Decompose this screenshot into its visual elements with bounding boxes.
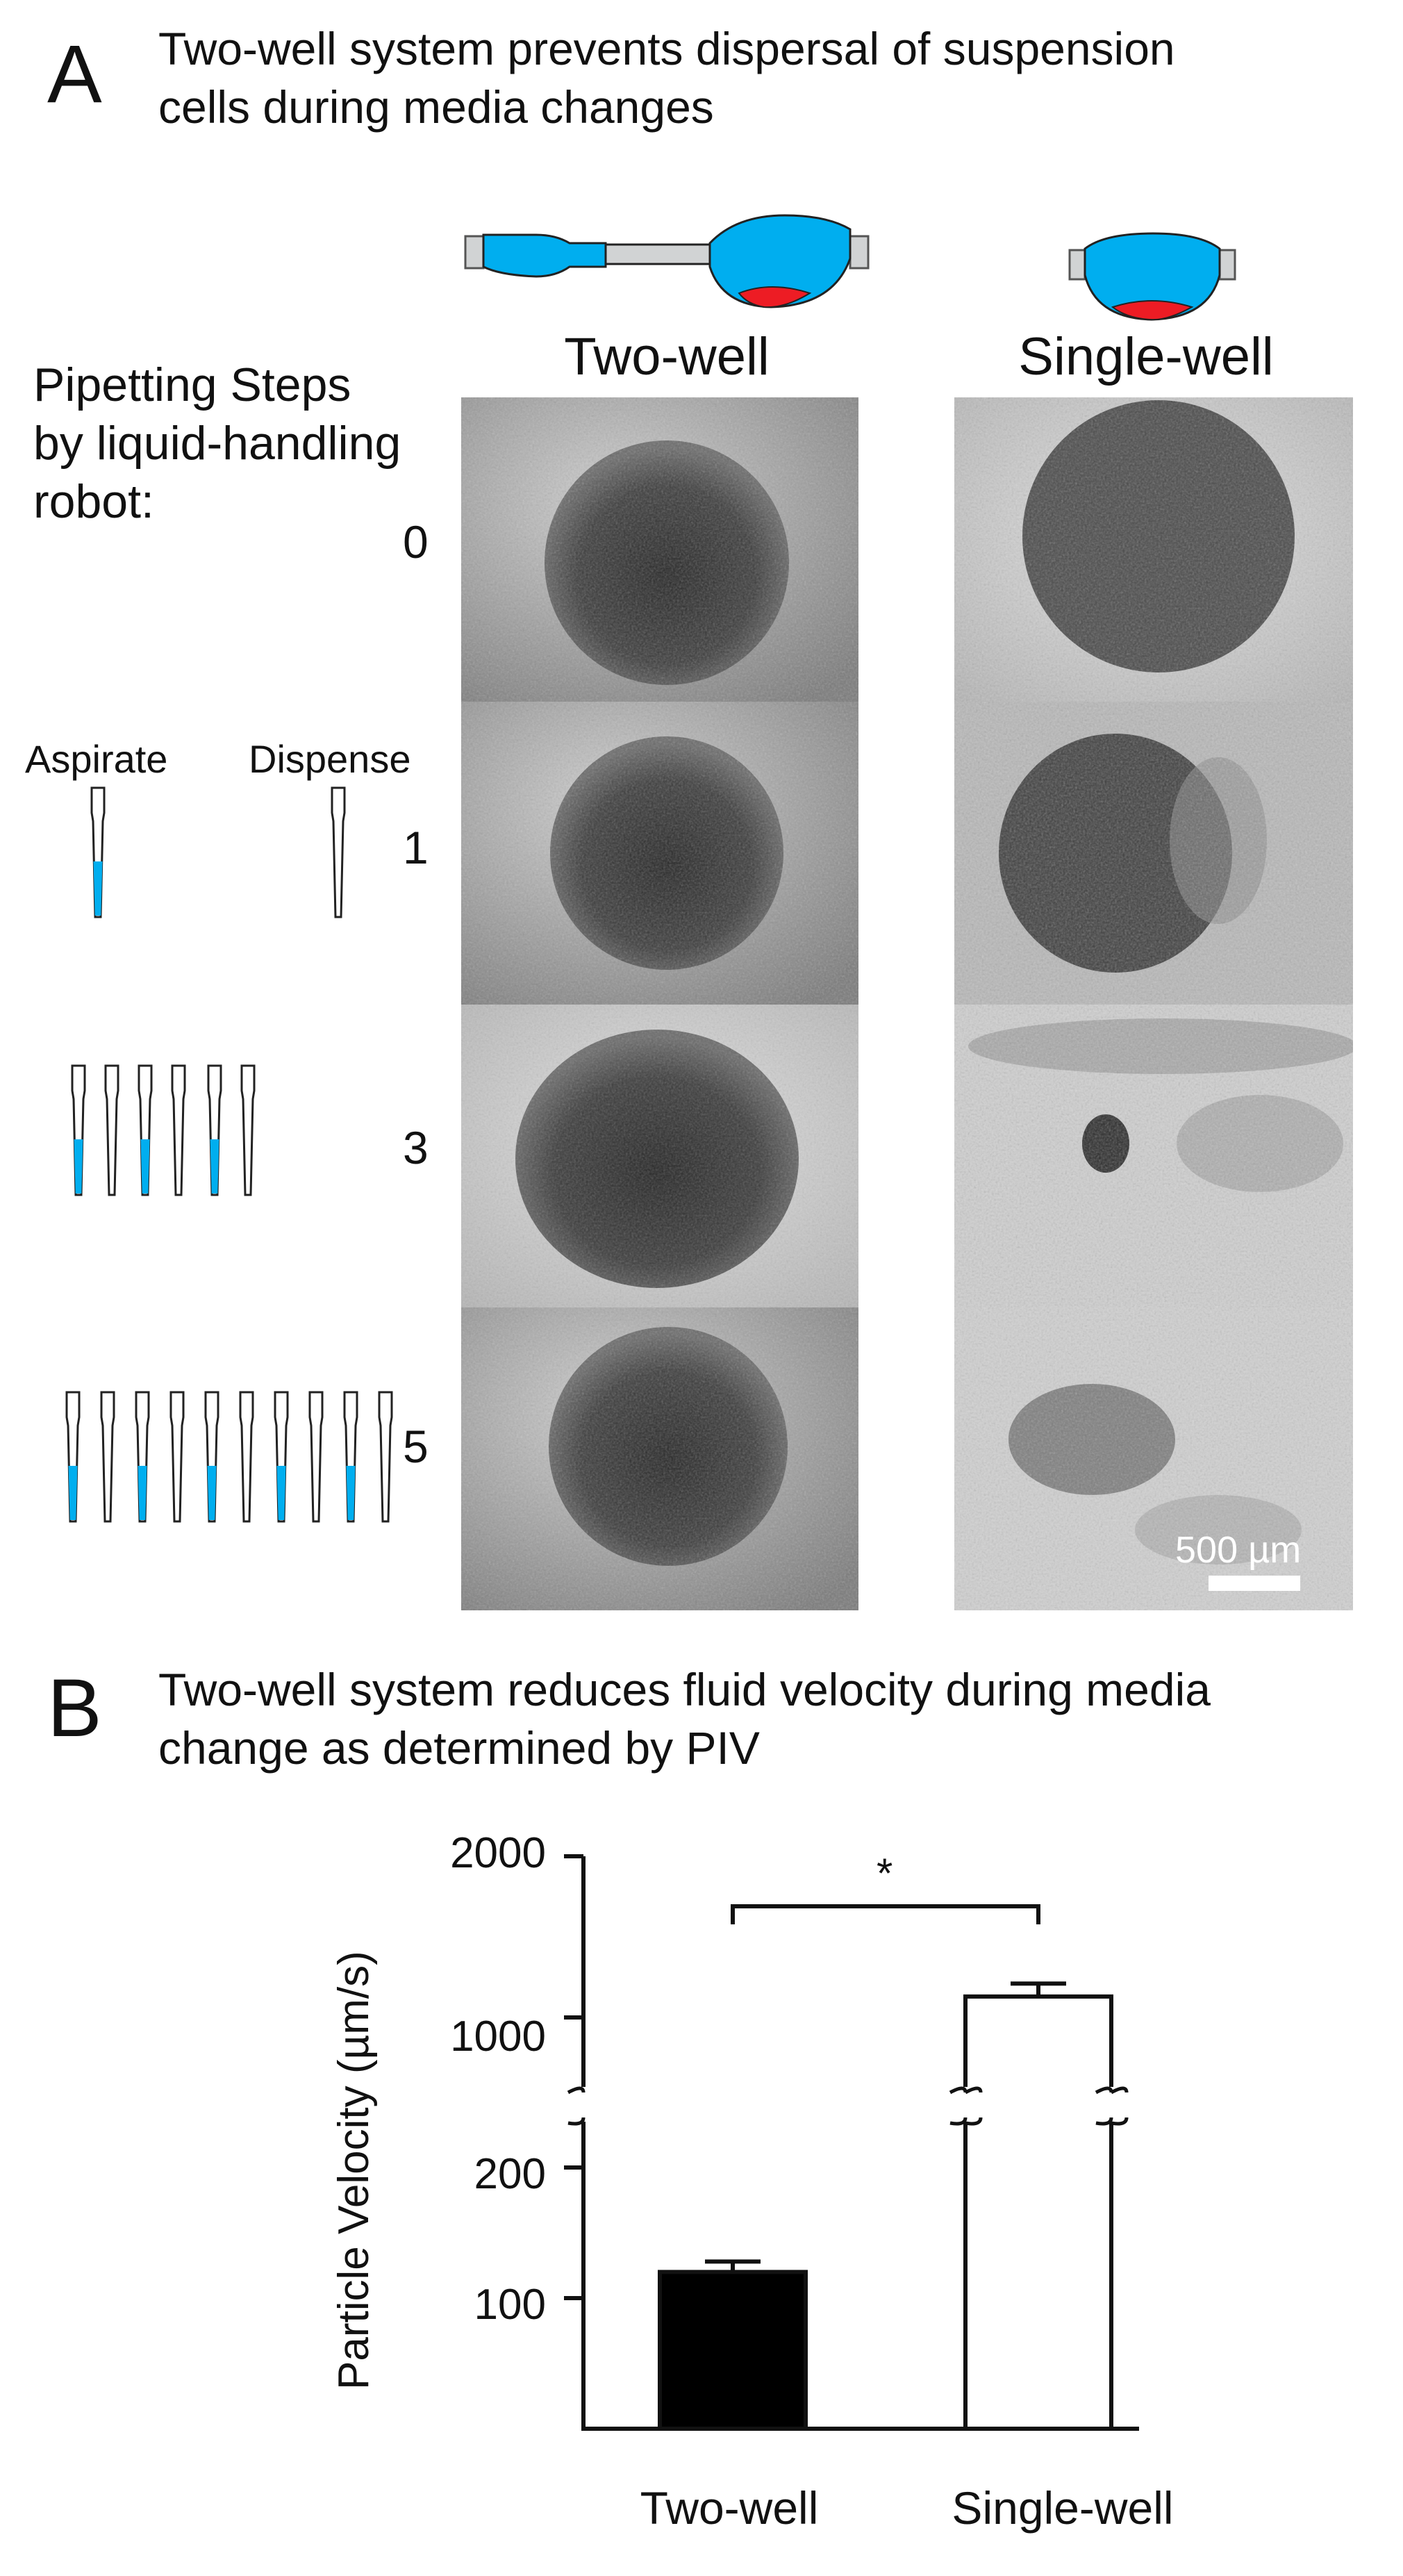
panel-b-title-line1: Two-well system reduces fluid velocity d… xyxy=(158,1664,1211,1715)
column-title-single-well: Single-well xyxy=(1018,327,1274,386)
velocity-bar-chart xyxy=(564,1854,1139,2431)
pipette-tip-icon xyxy=(343,1391,358,1523)
step-number-5: 5 xyxy=(403,1421,429,1472)
axis-break-mark-upper xyxy=(567,2086,586,2095)
pipetting-steps-title: Pipetting Steps by liquid-handling robot… xyxy=(33,356,401,531)
pipette-tips-step-1 xyxy=(90,786,346,918)
dispense-label: Dispense xyxy=(249,737,411,781)
pipette-tip-icon xyxy=(71,1064,86,1196)
pipette-tip-icon xyxy=(104,1064,119,1196)
y-tick-label-200: 200 xyxy=(474,2150,546,2198)
step-number-0: 0 xyxy=(403,516,429,568)
pipette-tip-icon xyxy=(90,786,106,918)
pipette-tip-icon xyxy=(240,1064,256,1196)
pipette-tips-step-3 xyxy=(71,1064,256,1196)
pipette-tip-icon xyxy=(207,1064,222,1196)
pipette-tip-icon xyxy=(331,786,346,918)
bar-Single-well-upper xyxy=(963,1994,1113,2087)
pipette-tip-icon xyxy=(65,1391,81,1523)
x-category-label-two-well: Two-well xyxy=(640,2482,819,2534)
significance-star: * xyxy=(877,1850,893,1897)
pipette-tip-icon xyxy=(100,1391,115,1523)
micrograph-single-well-step-1 xyxy=(954,702,1353,1005)
panel-a-title-line2: cells during media changes xyxy=(158,81,714,133)
x-category-label-single-well: Single-well xyxy=(952,2482,1174,2534)
pipette-tip-icon xyxy=(138,1064,153,1196)
two-well-schematic-icon xyxy=(464,214,870,308)
micrograph-two-well-step-0 xyxy=(461,397,858,702)
bar-Two-well xyxy=(658,2270,808,2431)
pipetting-steps-title-line3: robot: xyxy=(33,475,154,528)
bar-Single-well-lower xyxy=(963,2122,1113,2429)
pipette-tip-icon xyxy=(169,1391,185,1523)
panel-b-title: Two-well system reduces fluid velocity d… xyxy=(158,1660,1211,1777)
aspirate-label: Aspirate xyxy=(25,737,168,781)
scale-bar xyxy=(1209,1576,1300,1591)
pipette-tip-icon xyxy=(274,1391,289,1523)
panel-a-title: Two-well system prevents dispersal of su… xyxy=(158,19,1175,136)
bar-break-mark-r-0 xyxy=(964,2086,983,2126)
y-tick-label-100: 100 xyxy=(474,2281,546,2329)
micrograph-single-well-step-5: 500 µm xyxy=(954,1307,1353,1610)
single-well-schematic-icon xyxy=(1068,232,1236,321)
pipette-tip-icon xyxy=(171,1064,186,1196)
bar-break-mark-0 xyxy=(949,2086,968,2126)
pipette-tip-icon xyxy=(239,1391,254,1523)
micrograph-two-well-step-1 xyxy=(461,702,858,1005)
significance-bracket xyxy=(731,1904,1040,1924)
pipetting-steps-title-line2: by liquid-handling xyxy=(33,417,401,470)
micrograph-two-well-step-3 xyxy=(461,1005,858,1307)
panel-a-title-line1: Two-well system prevents dispersal of su… xyxy=(158,23,1175,74)
micrograph-single-well-step-0 xyxy=(954,397,1353,702)
step-number-1: 1 xyxy=(403,822,429,873)
micrograph-single-well-step-3 xyxy=(954,1005,1353,1307)
y-tick-label-1000: 1000 xyxy=(450,2013,546,2061)
panel-b-letter: B xyxy=(47,1662,102,1754)
pipette-tip-icon xyxy=(378,1391,393,1523)
pipette-tips-step-5 xyxy=(65,1391,393,1523)
step-number-3: 3 xyxy=(403,1122,429,1173)
pipette-tip-icon xyxy=(135,1391,150,1523)
axis-break-mark-lower xyxy=(567,2117,586,2126)
pipette-tip-icon xyxy=(204,1391,219,1523)
scale-bar-label: 500 µm xyxy=(1175,1529,1302,1571)
panel-b-title-line2: change as determined by PIV xyxy=(158,1722,760,1774)
bar-break-mark-1 xyxy=(1095,2086,1113,2126)
pipette-tip-icon xyxy=(308,1391,324,1523)
pipetting-steps-title-line1: Pipetting Steps xyxy=(33,358,351,411)
panel-a-letter: A xyxy=(47,28,102,120)
column-title-two-well: Two-well xyxy=(564,327,770,386)
bar-break-mark-r-1 xyxy=(1110,2086,1129,2126)
y-tick-label-2000: 2000 xyxy=(450,1829,546,1877)
micrograph-two-well-step-5 xyxy=(461,1307,858,1610)
